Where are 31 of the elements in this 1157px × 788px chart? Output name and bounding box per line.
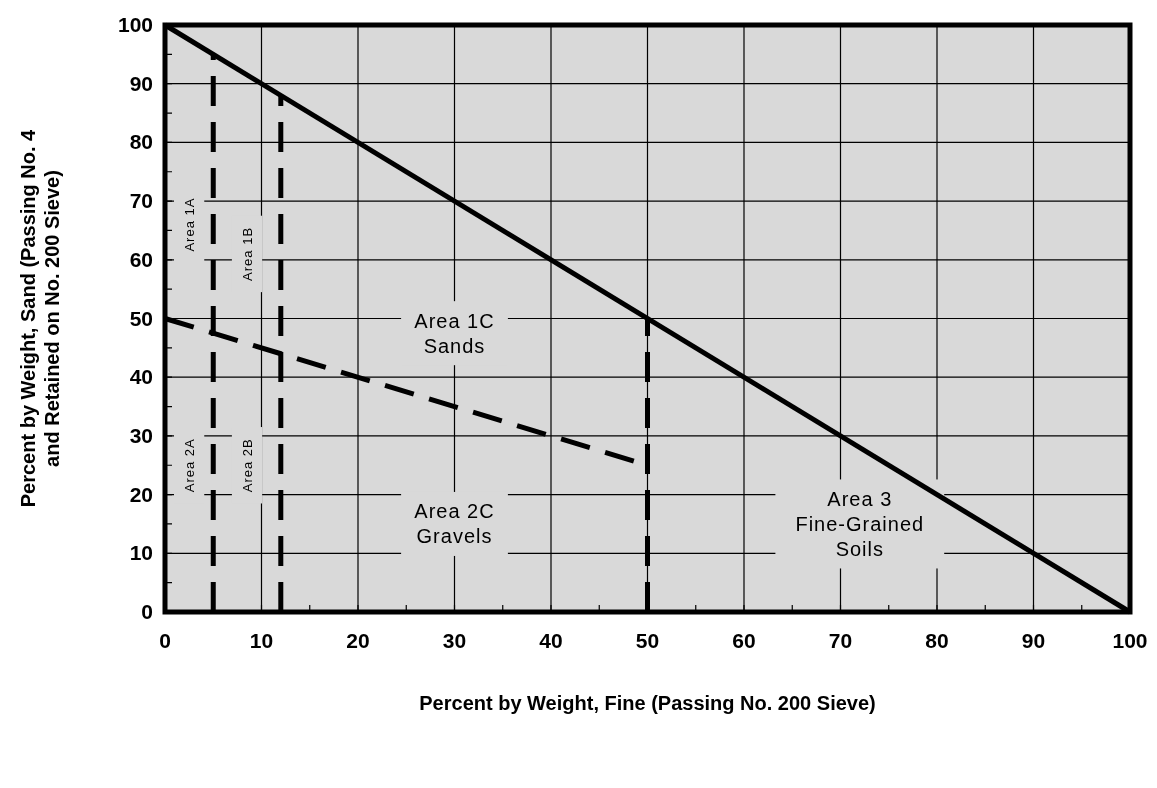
annotation: Area 2C Gravels [414,500,495,548]
y-tick-label: 60 [129,247,153,271]
y-tick-label: 100 [117,13,153,36]
y-tick-label: 80 [129,130,153,154]
x-tick-label: 60 [732,629,756,652]
annotation: Area 2B [239,438,255,493]
y-tick-label: 10 [129,541,153,565]
x-axis-title: Percent by Weight, Fine (Passing No. 200 Sieve) [419,692,876,714]
y-tick-label: 70 [129,189,153,213]
x-tick-label: 80 [925,629,949,652]
annotation: Area 1C Sands [414,309,495,357]
y-tick-label: 50 [129,306,153,330]
y-tick-label: 90 [129,71,153,95]
x-tick-label: 50 [635,629,660,652]
annotation: Area 1B [239,226,255,281]
y-tick-label: 0 [141,600,153,623]
y-tick-label: 20 [129,482,153,506]
x-tick-label: 20 [346,629,370,652]
annotation: Area 1A [181,197,197,252]
y-tick-label: 30 [129,423,153,447]
x-tick-label: 30 [442,629,467,652]
x-tick-label: 70 [828,629,853,652]
x-tick-label: 40 [539,629,563,652]
annotation: Area 3 Fine-Grained Soils [795,487,925,560]
y-tick-label: 40 [129,365,153,389]
x-tick-label: 0 [159,629,171,652]
x-tick-label: 100 [1112,629,1148,652]
annotation: Area 2A [181,438,197,493]
x-tick-label: 10 [249,629,274,652]
y-axis-title: Percent by Weight, Sand (Passing No. 4 and Retained on No. 200 Sieve) [17,128,63,508]
x-tick-label: 90 [1021,629,1046,652]
